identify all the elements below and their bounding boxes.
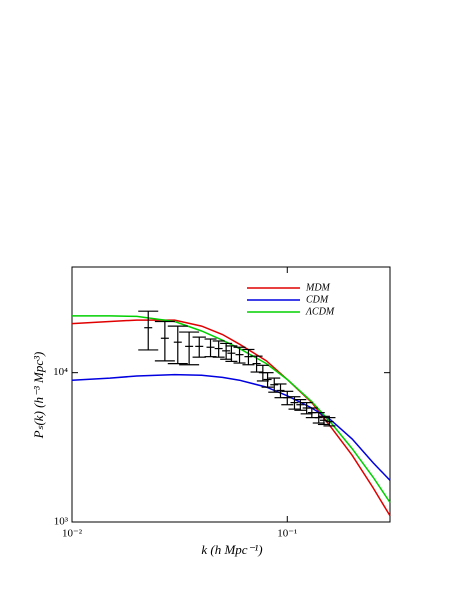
error-bar [212, 340, 225, 358]
error-bar [233, 346, 246, 364]
error-bar [192, 336, 206, 358]
error-bar [250, 355, 263, 373]
error-bar [204, 338, 217, 358]
error-bar [294, 399, 307, 411]
y-axis-label: Pₛ(k) (h⁻³ Mpc³) [31, 352, 46, 440]
error-bar [281, 390, 294, 406]
series-line [71, 319, 391, 517]
y-tick-label: 10⁴ [53, 366, 68, 378]
series-line [71, 373, 391, 481]
y-tick-label: 10³ [54, 516, 69, 528]
error-bar [312, 412, 325, 424]
legend-label: CDM [306, 294, 329, 305]
x-axis-label: k (h Mpc⁻¹) [201, 542, 262, 557]
error-bar [179, 331, 200, 366]
plot-frame [71, 266, 391, 523]
error-bar [261, 372, 274, 388]
x-tick-label: 10⁻² [62, 528, 83, 540]
legend-label: ΛCDM [305, 306, 335, 317]
x-tick-label: 10⁻¹ [277, 528, 297, 540]
error-bar [167, 325, 188, 365]
error-bar [138, 310, 159, 351]
error-bar [323, 417, 336, 427]
error-bar [225, 345, 238, 362]
error-bar [154, 320, 175, 362]
error-bar [268, 377, 281, 393]
error-bar [288, 396, 301, 410]
legend-label: MDM [305, 282, 331, 293]
